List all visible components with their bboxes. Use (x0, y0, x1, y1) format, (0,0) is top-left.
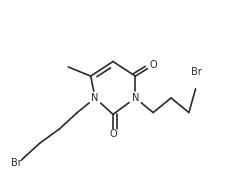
Text: N: N (131, 93, 138, 103)
Text: Br: Br (11, 158, 21, 168)
Text: O: O (149, 60, 156, 70)
Text: Br: Br (190, 68, 201, 78)
Text: N: N (91, 93, 98, 103)
Text: O: O (109, 130, 116, 139)
